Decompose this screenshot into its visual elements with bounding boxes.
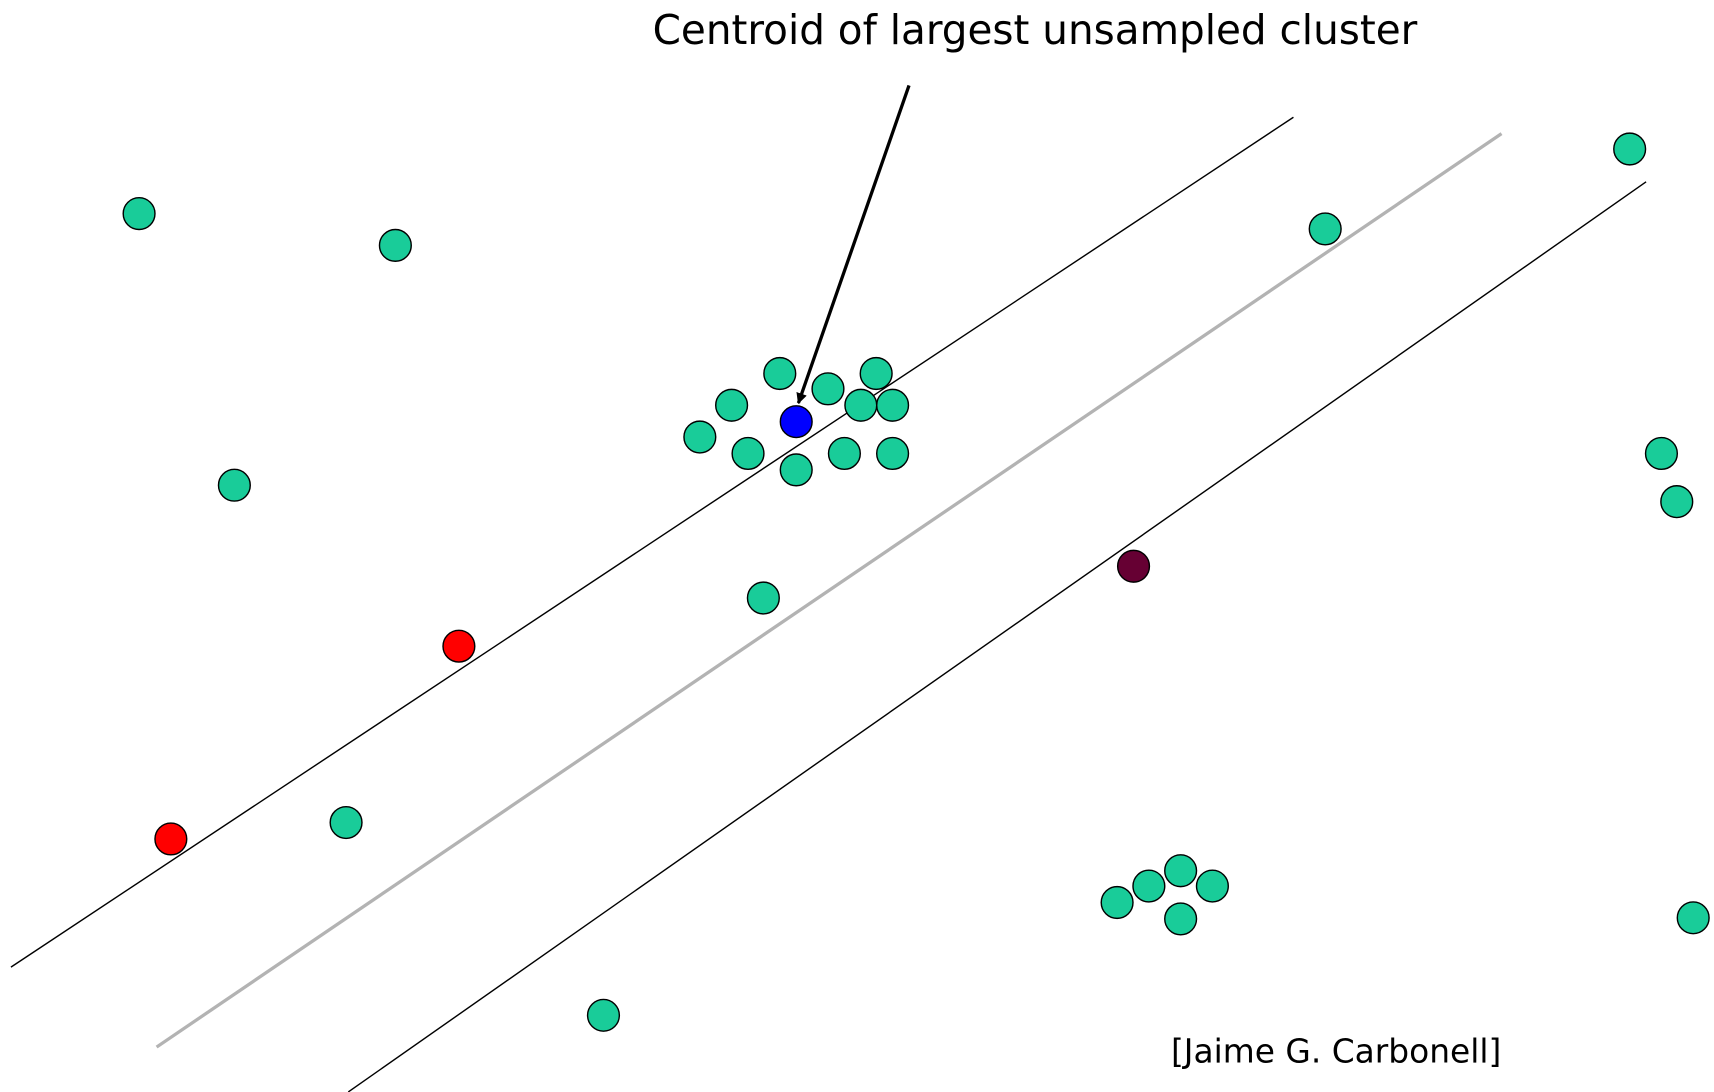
- point: [1660, 485, 1694, 519]
- annotation: Centroid of largest unsampled cluster: [653, 6, 1418, 54]
- point: [844, 388, 878, 422]
- point: [683, 420, 717, 454]
- point: [1308, 212, 1342, 246]
- arrow: [796, 84, 911, 405]
- credit: [Jaime G. Carbonell]: [1171, 1032, 1501, 1070]
- point: [1132, 869, 1166, 903]
- point: [217, 468, 251, 502]
- point: [1613, 132, 1647, 166]
- point: [1100, 885, 1134, 920]
- centroid-point: [779, 405, 813, 439]
- point: [731, 436, 765, 471]
- decision-boundary: [155, 132, 1503, 1049]
- point: [1644, 436, 1679, 471]
- labeled-point: [442, 629, 476, 663]
- point: [715, 388, 749, 422]
- point: [876, 388, 910, 422]
- point: [1164, 902, 1198, 936]
- point: [859, 356, 893, 391]
- labeled-point: [154, 822, 188, 856]
- point: [1164, 854, 1198, 888]
- point: [1676, 901, 1710, 935]
- point: [586, 998, 621, 1032]
- point: [378, 228, 412, 262]
- point: [779, 453, 813, 487]
- margin-line: [347, 181, 1647, 1092]
- point: [1195, 869, 1229, 903]
- margin-line: [10, 116, 1294, 968]
- point: [122, 197, 156, 231]
- labeled-point: [1116, 549, 1151, 583]
- point: [811, 372, 845, 406]
- unlabeled-points: [122, 132, 1710, 1032]
- point: [876, 436, 910, 471]
- point: [329, 805, 363, 840]
- point: [827, 436, 861, 471]
- point: [763, 356, 797, 391]
- point: [746, 581, 780, 615]
